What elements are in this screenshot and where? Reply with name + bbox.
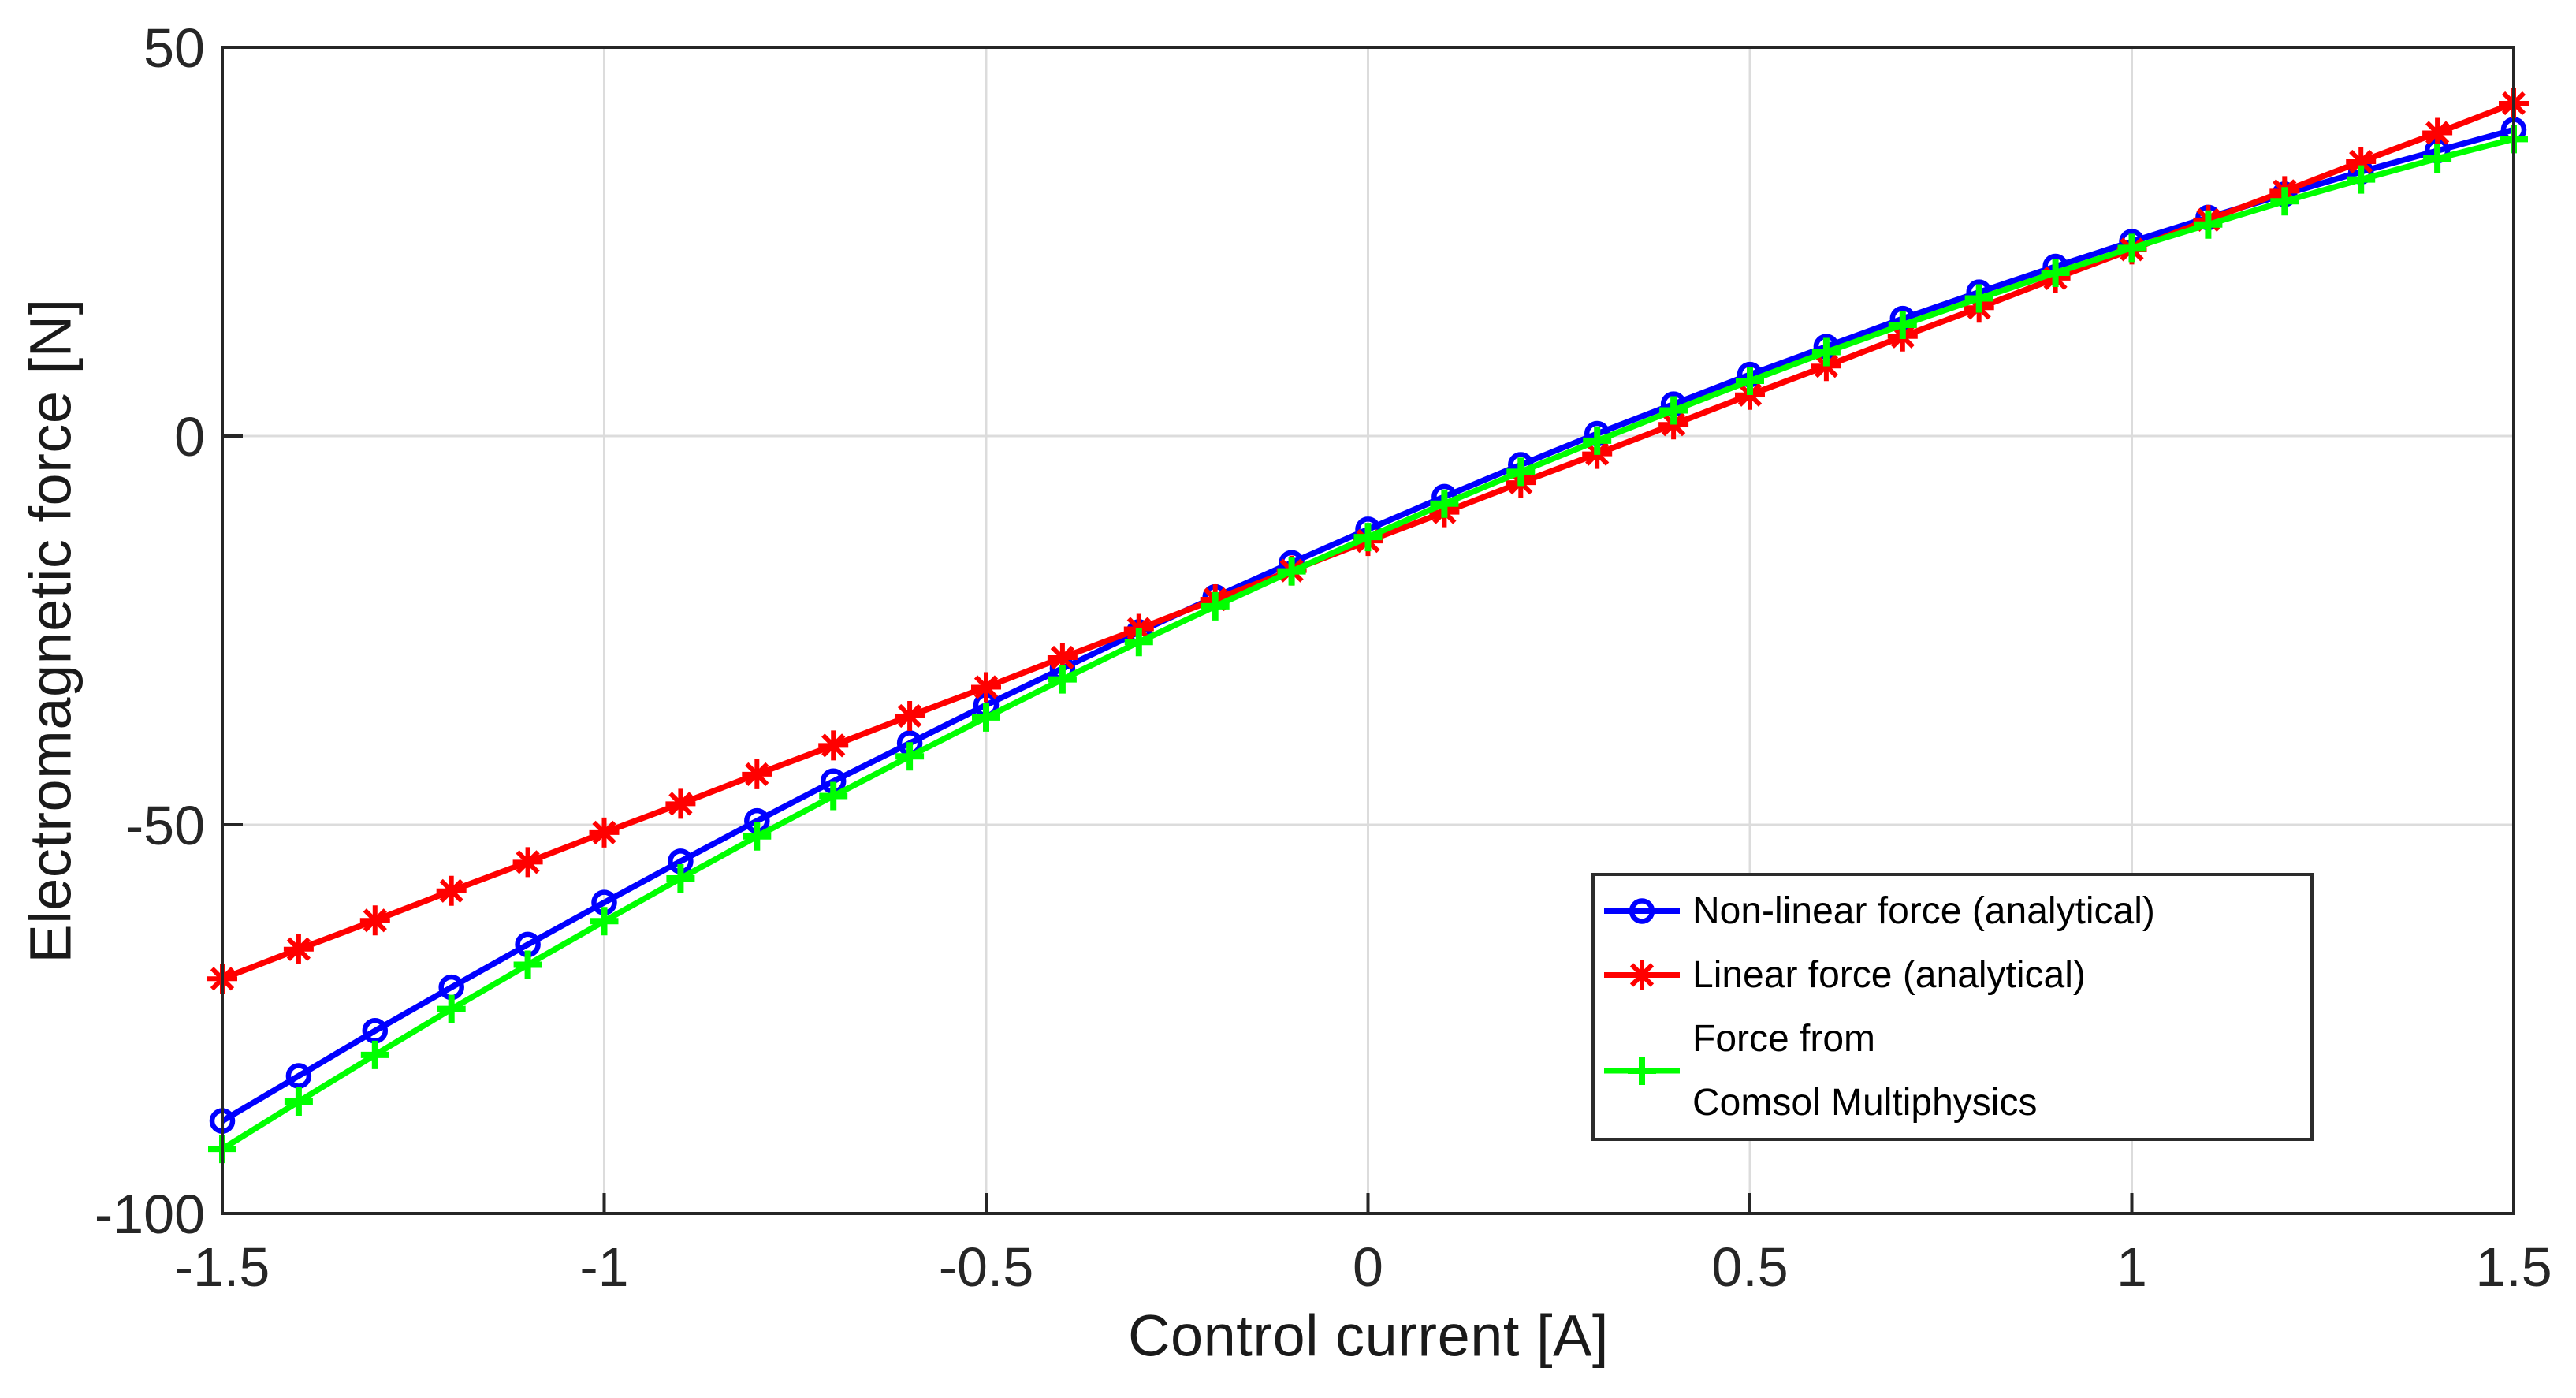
asterisk-glyph <box>516 850 540 874</box>
x-axis-label: Control current [A] <box>1128 1303 1609 1369</box>
asterisk-marker-icon <box>1627 960 1657 990</box>
plus-marker-icon <box>284 1087 313 1117</box>
plus-marker-icon <box>819 781 848 811</box>
asterisk-glyph <box>2425 121 2450 145</box>
axes-layer <box>221 46 2515 1215</box>
asterisk-marker-icon <box>895 700 925 731</box>
x-tick-label: 1.5 <box>2475 1236 2552 1298</box>
asterisk-glyph <box>897 703 922 729</box>
asterisk-glyph <box>745 762 769 787</box>
circle-glyph <box>1629 898 1655 924</box>
plus-marker-icon <box>2041 258 2070 287</box>
plus-marker-icon <box>1964 284 1993 313</box>
legend-item-nonlinear: Non-linear force (analytical) <box>1603 879 2310 943</box>
asterisk-marker-icon <box>665 788 696 819</box>
x-tick-label: 0.5 <box>1711 1236 1788 1298</box>
legend: Non-linear force (analytical) Linear for… <box>1591 873 2314 1141</box>
asterisk-marker-icon <box>2422 117 2453 148</box>
x-tick-label: -1 <box>579 1236 628 1298</box>
asterisk-marker-icon <box>283 934 314 964</box>
asterisk-marker-icon <box>818 730 849 761</box>
plus-marker-icon <box>666 864 695 893</box>
asterisk-glyph <box>1050 645 1075 670</box>
asterisk-marker-icon <box>2346 146 2377 177</box>
asterisk-marker-icon <box>436 875 467 906</box>
asterisk-marker-icon <box>512 847 543 878</box>
plus-marker-icon <box>1506 457 1536 487</box>
plus-marker-icon <box>1736 366 1764 395</box>
y-tick-label: 50 <box>143 17 205 79</box>
plus-marker-icon <box>2347 165 2376 194</box>
plus-marker-icon <box>513 950 542 979</box>
y-axis-label: Electromagnetic force [N] <box>17 298 84 964</box>
asterisk-glyph <box>668 792 693 816</box>
plus-marker-icon <box>743 822 772 851</box>
plus-marker-icon <box>1583 426 1612 455</box>
plus-marker-icon <box>1201 591 1230 621</box>
plus-marker-icon <box>972 703 1000 732</box>
circle-marker-icon <box>285 1063 312 1089</box>
asterisk-glyph <box>592 820 616 844</box>
y-tick-label: -50 <box>125 795 205 856</box>
legend-item-comsol: Force from Comsol Multiphysics <box>1603 1007 2310 1135</box>
x-tick-label: -0.5 <box>939 1236 1034 1298</box>
plus-marker-icon <box>1124 628 1153 657</box>
x-tick-label: -1.5 <box>175 1236 270 1298</box>
plus-marker-icon <box>1277 557 1306 586</box>
plus-marker-icon <box>2194 210 2223 239</box>
plus-marker-icon <box>2270 187 2299 216</box>
x-tick-label: 0 <box>1353 1236 1383 1298</box>
legend-label-comsol-line1: Force from <box>1692 1018 1876 1060</box>
line-circle-marker-icon <box>1604 898 1680 924</box>
asterisk-glyph <box>1629 963 1655 987</box>
asterisk-glyph <box>821 733 846 758</box>
asterisk-glyph <box>363 908 387 933</box>
y-tick-label: 0 <box>174 406 205 468</box>
asterisk-marker-icon <box>971 672 1001 703</box>
plus-marker-icon <box>437 994 466 1023</box>
asterisk-marker-icon <box>359 905 390 936</box>
asterisk-marker-icon <box>589 817 620 848</box>
plus-marker-icon <box>590 907 619 936</box>
legend-label-comsol: Force from Comsol Multiphysics <box>1692 1007 2037 1135</box>
plus-marker-icon <box>1888 311 1917 340</box>
legend-label-nonlinear: Non-linear force (analytical) <box>1692 890 2155 932</box>
circle-glyph <box>285 1063 312 1089</box>
asterisk-glyph <box>973 675 999 699</box>
tick-label-layer: -1.5 -1 -0.5 0 0.5 1 1.5 -100 -50 0 50 <box>95 17 2552 1298</box>
plus-marker-icon <box>1628 1057 1656 1085</box>
asterisk-glyph <box>2349 149 2373 174</box>
asterisk-glyph <box>439 878 463 903</box>
y-tick-label: -100 <box>95 1184 205 1245</box>
plus-marker-icon <box>1659 396 1688 425</box>
circle-marker-icon <box>1629 898 1655 924</box>
legend-item-linear: Linear force (analytical) <box>1603 943 2310 1007</box>
asterisk-marker-icon <box>742 759 772 789</box>
line-plus-marker-icon <box>1604 1057 1680 1085</box>
line-asterisk-marker-icon <box>1604 960 1680 990</box>
plus-marker-icon <box>1048 665 1077 694</box>
x-tick-label: 1 <box>2116 1236 2147 1298</box>
plus-marker-icon <box>360 1040 389 1069</box>
asterisk-glyph <box>286 937 311 961</box>
series-layer <box>207 88 2529 1164</box>
legend-label-linear: Linear force (analytical) <box>1692 954 2086 996</box>
plus-marker-icon <box>2117 233 2146 263</box>
plus-marker-icon <box>1430 489 1459 518</box>
plus-marker-icon <box>1353 523 1383 552</box>
plus-marker-icon <box>1811 337 1841 367</box>
legend-label-comsol-line2: Comsol Multiphysics <box>1692 1082 2038 1124</box>
plus-marker-icon <box>895 742 925 771</box>
plus-marker-icon <box>2423 144 2452 173</box>
